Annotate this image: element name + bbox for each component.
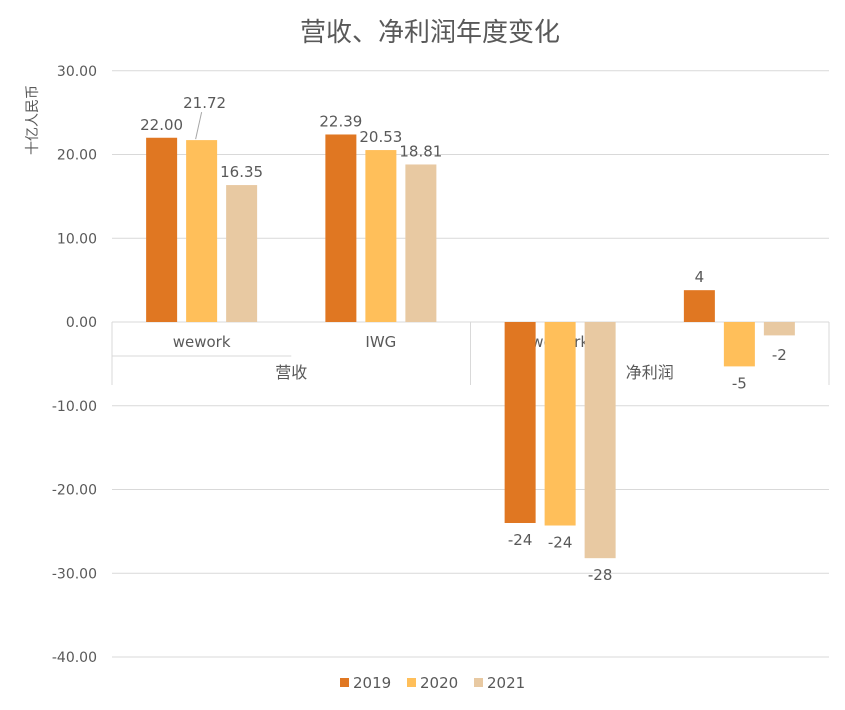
category-label: wework	[173, 333, 231, 351]
bars	[146, 134, 795, 559]
bar	[723, 322, 755, 367]
group-label: 净利润	[626, 363, 674, 382]
data-label: 4	[695, 268, 705, 286]
group-label: 营收	[275, 363, 307, 382]
data-label: -24	[508, 531, 533, 549]
leader-line	[195, 111, 203, 140]
data-label: 22.00	[140, 116, 183, 134]
chart-title: 营收、净利润年度变化	[300, 18, 560, 48]
legend: 2019 2020 2021	[340, 674, 525, 692]
legend-swatch	[407, 678, 416, 687]
y-tick-label: -10.00	[52, 399, 97, 415]
y-tick-label: -30.00	[52, 566, 97, 582]
bar	[325, 134, 357, 322]
legend-entry: 2020	[420, 674, 458, 692]
bar	[226, 185, 258, 322]
y-tick-label: -40.00	[52, 650, 97, 666]
legend-swatch	[340, 678, 349, 687]
bar	[365, 150, 397, 322]
bar	[683, 290, 715, 322]
y-tick-label: -20.00	[52, 483, 97, 499]
data-label: -2	[772, 346, 787, 364]
y-tick-label: 10.00	[57, 231, 97, 247]
y-axis-label: 十亿人民币	[25, 85, 41, 155]
y-tick-label: 20.00	[57, 148, 97, 164]
data-label: -24	[548, 534, 573, 552]
data-label: -5	[732, 374, 747, 392]
bar	[405, 164, 437, 322]
bar	[146, 137, 178, 322]
bar	[763, 322, 795, 336]
bar	[186, 140, 218, 322]
data-label: 20.53	[359, 128, 402, 146]
data-labels: 22.00 22.39 -24 4 21.72 20.53 -24 -5 16.35 18.81 -…	[140, 94, 787, 584]
legend-entry: 2021	[487, 674, 525, 692]
category-label: IWG	[365, 333, 396, 351]
data-label: -28	[588, 566, 613, 584]
bar	[544, 322, 576, 526]
data-label: 18.81	[399, 142, 442, 160]
bar	[504, 322, 536, 523]
data-label: 22.39	[319, 112, 362, 130]
bar	[584, 322, 616, 559]
y-tick-label: 30.00	[57, 64, 97, 80]
data-label: 21.72	[183, 94, 226, 112]
category-axis: weworkIWG营收weworkIWG净利润	[111, 322, 830, 385]
y-tick-label: 0.00	[66, 315, 97, 331]
data-label: 16.35	[220, 163, 263, 181]
legend-swatch	[474, 678, 483, 687]
legend-entry: 2019	[353, 674, 391, 692]
